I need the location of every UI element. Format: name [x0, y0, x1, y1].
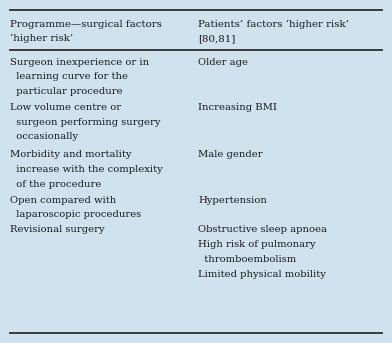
Text: Morbidity and mortality: Morbidity and mortality	[10, 150, 131, 159]
Text: thromboembolism: thromboembolism	[198, 255, 296, 264]
Text: ‘higher risk’: ‘higher risk’	[10, 34, 73, 43]
Text: occasionally: occasionally	[10, 132, 78, 141]
Text: Low volume centre or: Low volume centre or	[10, 103, 121, 112]
Text: surgeon performing surgery: surgeon performing surgery	[10, 118, 160, 127]
Text: Hypertension: Hypertension	[198, 196, 267, 204]
Text: Obstructive sleep apnoea: Obstructive sleep apnoea	[198, 225, 327, 234]
Text: Programme—surgical factors: Programme—surgical factors	[10, 20, 162, 29]
Text: laparoscopic procedures: laparoscopic procedures	[10, 210, 141, 219]
Text: of the procedure: of the procedure	[10, 180, 101, 189]
Text: Revisional surgery: Revisional surgery	[10, 225, 104, 234]
Text: particular procedure: particular procedure	[10, 87, 122, 96]
Text: Increasing BMI: Increasing BMI	[198, 103, 277, 112]
Text: increase with the complexity: increase with the complexity	[10, 165, 163, 174]
Text: Patients’ factors ‘higher risk’: Patients’ factors ‘higher risk’	[198, 20, 349, 29]
Text: learning curve for the: learning curve for the	[10, 72, 128, 81]
Text: Limited physical mobility: Limited physical mobility	[198, 270, 326, 279]
Text: Open compared with: Open compared with	[10, 196, 116, 204]
Text: Male gender: Male gender	[198, 150, 263, 159]
Text: Older age: Older age	[198, 58, 248, 67]
Text: [80,81]: [80,81]	[198, 34, 235, 43]
Text: High risk of pulmonary: High risk of pulmonary	[198, 240, 316, 249]
Text: Surgeon inexperience or in: Surgeon inexperience or in	[10, 58, 149, 67]
